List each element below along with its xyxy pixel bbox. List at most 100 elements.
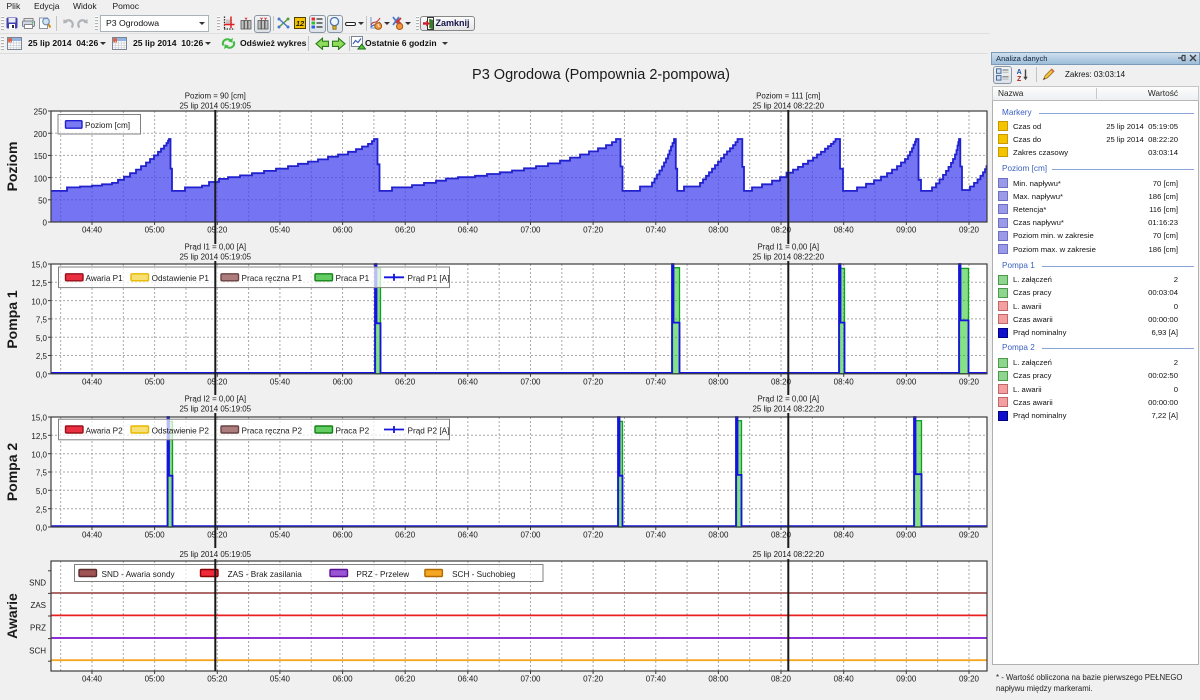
svg-text:Pompa 2: Pompa 2 bbox=[4, 443, 20, 502]
svg-text:P3 Ogrodowa (Pompownia 2-pompo: P3 Ogrodowa (Pompownia 2-pompowa) bbox=[472, 67, 730, 83]
svg-text:08:20: 08:20 bbox=[771, 675, 792, 684]
svg-text:05:40: 05:40 bbox=[270, 377, 291, 386]
svg-text:ZAS - Brak zasilania: ZAS - Brak zasilania bbox=[228, 570, 303, 579]
svg-text:06:00: 06:00 bbox=[333, 675, 354, 684]
svg-text:07:40: 07:40 bbox=[646, 226, 667, 235]
svg-text:15,0: 15,0 bbox=[31, 261, 47, 270]
svg-text:08:00: 08:00 bbox=[708, 675, 729, 684]
svg-text:Odstawienie P2: Odstawienie P2 bbox=[152, 426, 210, 435]
svg-text:Prąd I2 = 0,00 [A]: Prąd I2 = 0,00 [A] bbox=[757, 395, 819, 404]
svg-text:25 lip 2014 08:22:20: 25 lip 2014 08:22:20 bbox=[753, 405, 825, 414]
svg-text:05:40: 05:40 bbox=[270, 531, 291, 540]
svg-text:08:20: 08:20 bbox=[771, 226, 792, 235]
svg-text:Prąd I2 = 0,00 [A]: Prąd I2 = 0,00 [A] bbox=[184, 395, 246, 404]
svg-text:0,0: 0,0 bbox=[36, 371, 48, 380]
svg-text:09:00: 09:00 bbox=[896, 226, 917, 235]
svg-text:2,5: 2,5 bbox=[36, 352, 48, 361]
svg-text:2,5: 2,5 bbox=[36, 505, 48, 514]
svg-text:Z: Z bbox=[1017, 76, 1022, 81]
svg-text:05:20: 05:20 bbox=[207, 226, 228, 235]
svg-text:07:00: 07:00 bbox=[520, 531, 541, 540]
svg-text:05:40: 05:40 bbox=[270, 226, 291, 235]
svg-text:07:00: 07:00 bbox=[520, 675, 541, 684]
svg-text:04:40: 04:40 bbox=[82, 675, 103, 684]
svg-text:09:20: 09:20 bbox=[959, 675, 980, 684]
svg-text:150: 150 bbox=[34, 152, 48, 161]
svg-text:09:20: 09:20 bbox=[959, 377, 980, 386]
svg-text:06:00: 06:00 bbox=[333, 377, 354, 386]
svg-text:25 lip 2014 08:22:20: 25 lip 2014 08:22:20 bbox=[753, 550, 825, 559]
svg-text:08:40: 08:40 bbox=[834, 531, 855, 540]
svg-text:05:00: 05:00 bbox=[145, 377, 166, 386]
svg-text:Awarie: Awarie bbox=[4, 593, 20, 639]
svg-text:08:40: 08:40 bbox=[834, 226, 855, 235]
svg-text:04:40: 04:40 bbox=[82, 377, 103, 386]
svg-text:08:20: 08:20 bbox=[771, 377, 792, 386]
svg-text:0: 0 bbox=[43, 219, 48, 228]
svg-text:06:20: 06:20 bbox=[395, 675, 416, 684]
svg-text:5,0: 5,0 bbox=[36, 334, 48, 343]
svg-text:Pompa 1: Pompa 1 bbox=[4, 290, 20, 349]
svg-text:12: 12 bbox=[295, 19, 304, 28]
svg-text:10,0: 10,0 bbox=[31, 297, 47, 306]
svg-text:05:40: 05:40 bbox=[270, 675, 291, 684]
svg-text:06:20: 06:20 bbox=[395, 377, 416, 386]
svg-text:Praca ręczna P1: Praca ręczna P1 bbox=[242, 274, 303, 283]
svg-text:09:00: 09:00 bbox=[896, 377, 917, 386]
svg-text:04:40: 04:40 bbox=[82, 226, 103, 235]
svg-text:7,5: 7,5 bbox=[36, 469, 48, 478]
svg-text:06:00: 06:00 bbox=[333, 531, 354, 540]
svg-text:Awaria P2: Awaria P2 bbox=[86, 426, 124, 435]
svg-text:Prąd I1 = 0,00 [A]: Prąd I1 = 0,00 [A] bbox=[184, 243, 246, 252]
svg-text:06:20: 06:20 bbox=[395, 226, 416, 235]
svg-text:7,5: 7,5 bbox=[36, 316, 48, 325]
svg-text:05:00: 05:00 bbox=[145, 226, 166, 235]
svg-text:07:20: 07:20 bbox=[583, 675, 604, 684]
svg-text:SCH: SCH bbox=[29, 646, 46, 655]
svg-text:09:20: 09:20 bbox=[959, 531, 980, 540]
svg-text:PRZ: PRZ bbox=[30, 624, 46, 633]
svg-text:Prąd P1 [A]: Prąd P1 [A] bbox=[408, 274, 450, 283]
svg-text:25 lip 2014 05:19:05: 25 lip 2014 05:19:05 bbox=[180, 405, 252, 414]
svg-text:Odstawienie P1: Odstawienie P1 bbox=[152, 274, 210, 283]
svg-text:09:00: 09:00 bbox=[896, 531, 917, 540]
svg-text:50: 50 bbox=[38, 197, 47, 206]
svg-text:Poziom = 90 [cm]: Poziom = 90 [cm] bbox=[185, 92, 246, 101]
svg-text:08:00: 08:00 bbox=[708, 531, 729, 540]
svg-text:12,5: 12,5 bbox=[31, 279, 47, 288]
svg-text:06:40: 06:40 bbox=[458, 226, 479, 235]
svg-text:07:20: 07:20 bbox=[583, 226, 604, 235]
svg-text:05:00: 05:00 bbox=[145, 675, 166, 684]
svg-text:10,0: 10,0 bbox=[31, 450, 47, 459]
svg-text:08:40: 08:40 bbox=[834, 675, 855, 684]
svg-text:Awaria P1: Awaria P1 bbox=[86, 274, 124, 283]
svg-text:08:40: 08:40 bbox=[834, 377, 855, 386]
svg-text:08:00: 08:00 bbox=[708, 377, 729, 386]
svg-text:Praca P2: Praca P2 bbox=[336, 426, 370, 435]
svg-text:08:20: 08:20 bbox=[771, 531, 792, 540]
svg-text:06:20: 06:20 bbox=[395, 531, 416, 540]
svg-text:07:00: 07:00 bbox=[520, 226, 541, 235]
svg-text:09:20: 09:20 bbox=[959, 226, 980, 235]
svg-text:06:40: 06:40 bbox=[458, 531, 479, 540]
svg-text:25 lip 2014 05:19:05: 25 lip 2014 05:19:05 bbox=[180, 102, 252, 111]
svg-text:05:20: 05:20 bbox=[207, 675, 228, 684]
svg-text:07:20: 07:20 bbox=[583, 377, 604, 386]
svg-text:07:40: 07:40 bbox=[646, 377, 667, 386]
svg-text:Poziom: Poziom bbox=[4, 142, 20, 192]
svg-text:Prąd I1 = 0,00 [A]: Prąd I1 = 0,00 [A] bbox=[757, 243, 819, 252]
svg-text:09:00: 09:00 bbox=[896, 675, 917, 684]
svg-text:06:40: 06:40 bbox=[458, 675, 479, 684]
svg-text:07:40: 07:40 bbox=[646, 531, 667, 540]
svg-text:25 lip 2014 05:19:05: 25 lip 2014 05:19:05 bbox=[180, 253, 252, 262]
svg-text:A: A bbox=[1017, 69, 1022, 76]
svg-text:Praca P1: Praca P1 bbox=[336, 274, 370, 283]
svg-text:05:00: 05:00 bbox=[145, 531, 166, 540]
svg-text:06:40: 06:40 bbox=[458, 377, 479, 386]
svg-text:25 lip 2014 05:19:05: 25 lip 2014 05:19:05 bbox=[180, 550, 252, 559]
svg-text:07:20: 07:20 bbox=[583, 531, 604, 540]
svg-text:SND: SND bbox=[29, 579, 46, 588]
svg-text:0,0: 0,0 bbox=[36, 524, 48, 533]
svg-text:SCH - Suchobieg: SCH - Suchobieg bbox=[452, 570, 516, 579]
svg-text:100: 100 bbox=[34, 174, 48, 183]
